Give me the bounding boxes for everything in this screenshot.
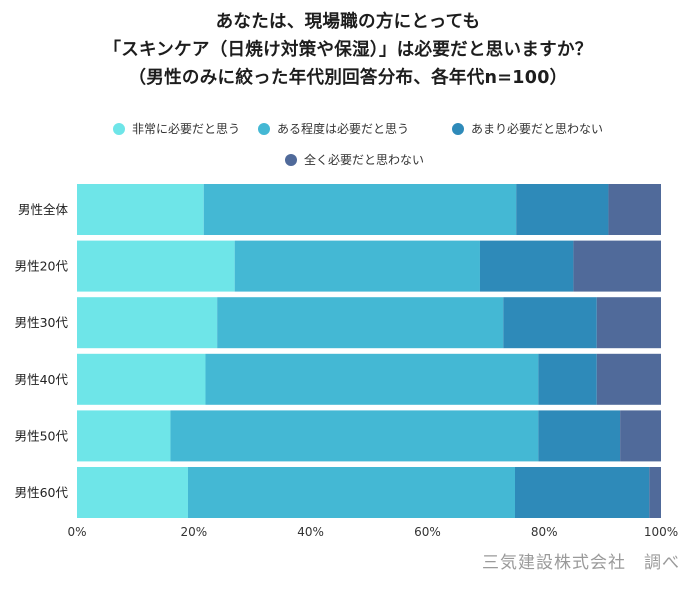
category-label-3: 男性40代 (15, 372, 69, 387)
x-tick-label-4: 80% (531, 525, 558, 539)
category-label-5: 男性60代 (15, 485, 69, 500)
legend-swatch-somewhat-necessary (258, 122, 270, 135)
legend-item-somewhat-necessary: ある程度は必要だと思う (258, 120, 409, 137)
bar-segment-2-0 (77, 297, 218, 349)
category-label-2: 男性30代 (15, 315, 69, 330)
category-label-0: 男性全体 (18, 202, 69, 217)
x-tick-label-1: 20% (180, 525, 207, 539)
bar-segment-1-1 (234, 240, 480, 292)
source-credit: 三気建設株式会社 調べ (482, 553, 680, 573)
chart-title-line-2: 「スキンケア（日焼け対策や保湿）」は必要だと思いますか？ (103, 40, 593, 60)
bars-layer (77, 184, 661, 518)
bar-segment-0-3 (608, 184, 661, 235)
legend-item-not-very-necessary: あまり必要だと思わない (452, 120, 603, 137)
bar-segment-2-1 (217, 297, 504, 349)
bar-segment-1-3 (573, 240, 661, 292)
bar-segment-2-3 (596, 297, 661, 349)
bar-segment-4-3 (620, 410, 661, 462)
bar-segment-4-1 (170, 410, 539, 462)
bar-segment-2-2 (503, 297, 597, 349)
bar-segment-5-2 (515, 467, 650, 518)
legend-label-somewhat-necessary: ある程度は必要だと思う (277, 122, 410, 136)
bar-segment-0-0 (77, 184, 204, 235)
legend-label-not-very-necessary: あまり必要だと思わない (471, 122, 604, 136)
chart-title-line-3: （男性のみに絞った年代別回答分布、各年代n=100） (128, 68, 568, 88)
bar-segment-4-2 (538, 410, 621, 462)
legend-item-very-necessary: 非常に必要だと思う (113, 120, 240, 137)
chart-title-line-1: あなたは、現場職の方にとっても (215, 12, 481, 32)
x-axis-ticks-layer: 0% 20% 40% 60% 80% 100% (67, 525, 678, 539)
bar-segment-5-0 (77, 467, 188, 518)
legend-label-not-necessary-at-all: 全く必要だと思わない (304, 153, 425, 167)
legend-item-not-necessary-at-all: 全く必要だと思わない (285, 151, 424, 168)
bar-segment-5-3 (649, 467, 661, 518)
bar-segment-1-2 (479, 240, 574, 292)
bar-segment-3-3 (596, 353, 661, 405)
legend-label-very-necessary: 非常に必要だと思う (132, 122, 241, 136)
x-tick-label-0: 0% (67, 525, 86, 539)
x-tick-label-3: 60% (414, 525, 441, 539)
x-tick-label-2: 40% (297, 525, 324, 539)
bar-segment-3-1 (205, 353, 539, 405)
legend-swatch-not-necessary-at-all (285, 153, 297, 166)
bar-segment-0-1 (203, 184, 517, 235)
category-label-1: 男性20代 (15, 259, 69, 274)
bar-segment-3-2 (538, 353, 597, 405)
bar-segment-1-0 (77, 240, 235, 292)
legend-swatch-very-necessary (113, 122, 125, 135)
bar-segment-3-0 (77, 353, 206, 405)
bar-segment-5-1 (187, 467, 515, 518)
x-tick-label-5: 100% (644, 525, 678, 539)
category-label-4: 男性50代 (15, 428, 69, 443)
bar-segment-4-0 (77, 410, 171, 462)
legend-swatch-not-very-necessary (452, 122, 464, 135)
bar-segment-0-2 (516, 184, 609, 235)
